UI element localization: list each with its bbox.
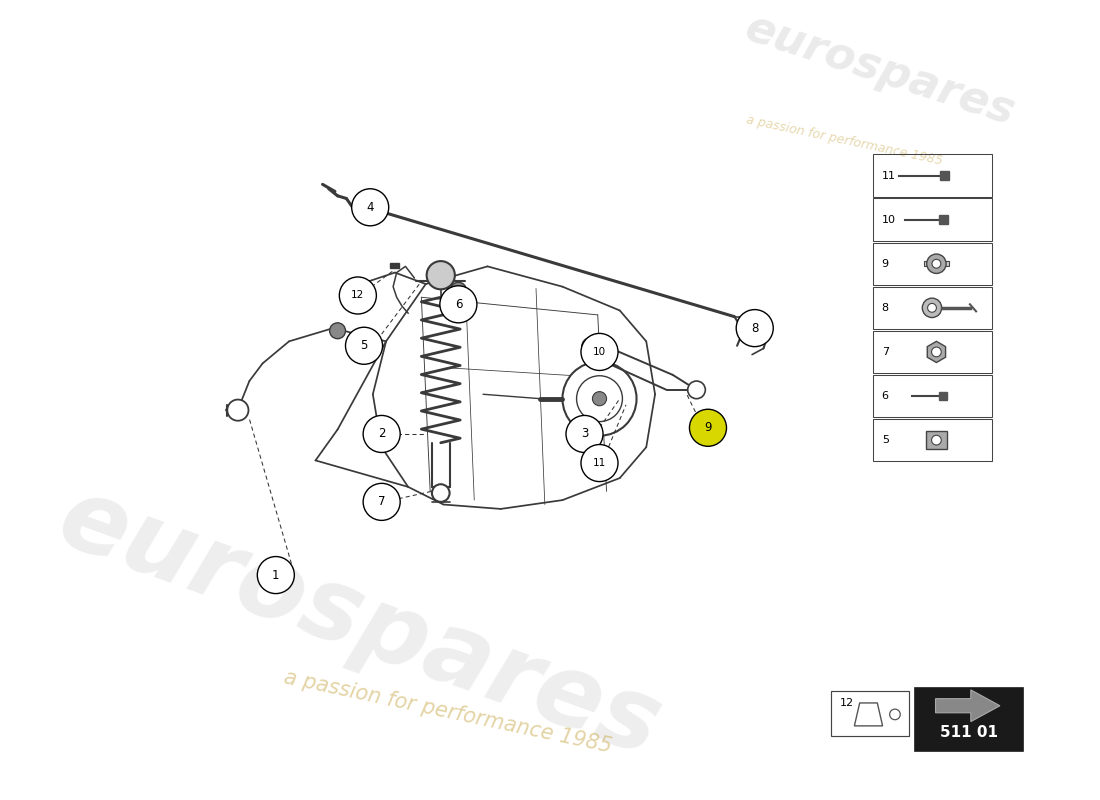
Circle shape [363, 483, 400, 520]
Circle shape [562, 362, 637, 436]
Text: 10: 10 [593, 347, 606, 357]
Text: a passion for performance 1985: a passion for performance 1985 [282, 667, 614, 756]
Circle shape [427, 261, 455, 290]
Polygon shape [935, 690, 1000, 722]
Text: 7: 7 [882, 347, 889, 357]
Circle shape [932, 435, 942, 445]
Bar [873, 419, 992, 462]
Text: 8: 8 [882, 303, 889, 313]
Circle shape [566, 415, 603, 453]
Text: 11: 11 [593, 458, 606, 468]
Bar [873, 286, 992, 329]
Bar [915, 688, 1023, 751]
Circle shape [352, 189, 388, 226]
Circle shape [593, 392, 606, 406]
Text: 6: 6 [882, 391, 889, 401]
Bar [939, 392, 947, 401]
Bar [926, 431, 947, 449]
Circle shape [451, 282, 466, 298]
Text: 10: 10 [882, 214, 895, 225]
Circle shape [581, 334, 618, 370]
Bar [873, 330, 992, 373]
Circle shape [890, 709, 900, 720]
Circle shape [345, 327, 383, 364]
Circle shape [932, 347, 942, 357]
Bar [939, 171, 949, 180]
Circle shape [257, 557, 295, 594]
Text: 4: 4 [366, 201, 374, 214]
Text: 3: 3 [581, 427, 589, 441]
Text: 511 01: 511 01 [940, 725, 998, 740]
Bar [873, 154, 992, 197]
Bar [939, 215, 948, 224]
Text: 12: 12 [840, 698, 855, 709]
Text: 8: 8 [751, 322, 758, 334]
Circle shape [927, 303, 936, 312]
Text: 5: 5 [361, 339, 367, 352]
Bar [873, 242, 992, 285]
Text: 6: 6 [454, 298, 462, 311]
Polygon shape [927, 342, 946, 362]
Circle shape [440, 286, 477, 323]
Text: 12: 12 [351, 290, 364, 301]
Circle shape [932, 259, 940, 268]
Circle shape [339, 277, 376, 314]
Text: 7: 7 [378, 495, 385, 508]
Text: eurospares: eurospares [739, 6, 1021, 134]
Circle shape [922, 298, 942, 318]
Circle shape [926, 254, 946, 274]
Circle shape [432, 484, 450, 502]
Circle shape [576, 376, 623, 422]
Text: 1: 1 [272, 569, 279, 582]
Circle shape [582, 338, 600, 355]
Circle shape [690, 410, 726, 446]
Text: 9: 9 [882, 258, 889, 269]
Text: a passion for performance 1985: a passion for performance 1985 [746, 114, 944, 168]
Bar [832, 690, 909, 737]
Circle shape [688, 381, 705, 398]
Circle shape [363, 415, 400, 453]
Bar [924, 261, 949, 266]
Bar [873, 375, 992, 418]
Text: 11: 11 [882, 170, 895, 181]
Circle shape [228, 399, 249, 421]
Circle shape [330, 323, 345, 338]
Circle shape [736, 310, 773, 346]
Text: 2: 2 [378, 427, 385, 441]
Text: eurospares: eurospares [46, 470, 673, 778]
Text: 5: 5 [882, 435, 889, 445]
Bar [390, 263, 399, 268]
Bar [873, 198, 992, 241]
Text: 9: 9 [704, 422, 712, 434]
Circle shape [581, 445, 618, 482]
